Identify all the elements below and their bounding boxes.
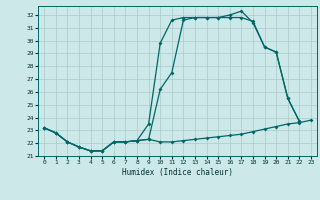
X-axis label: Humidex (Indice chaleur): Humidex (Indice chaleur) <box>122 168 233 177</box>
